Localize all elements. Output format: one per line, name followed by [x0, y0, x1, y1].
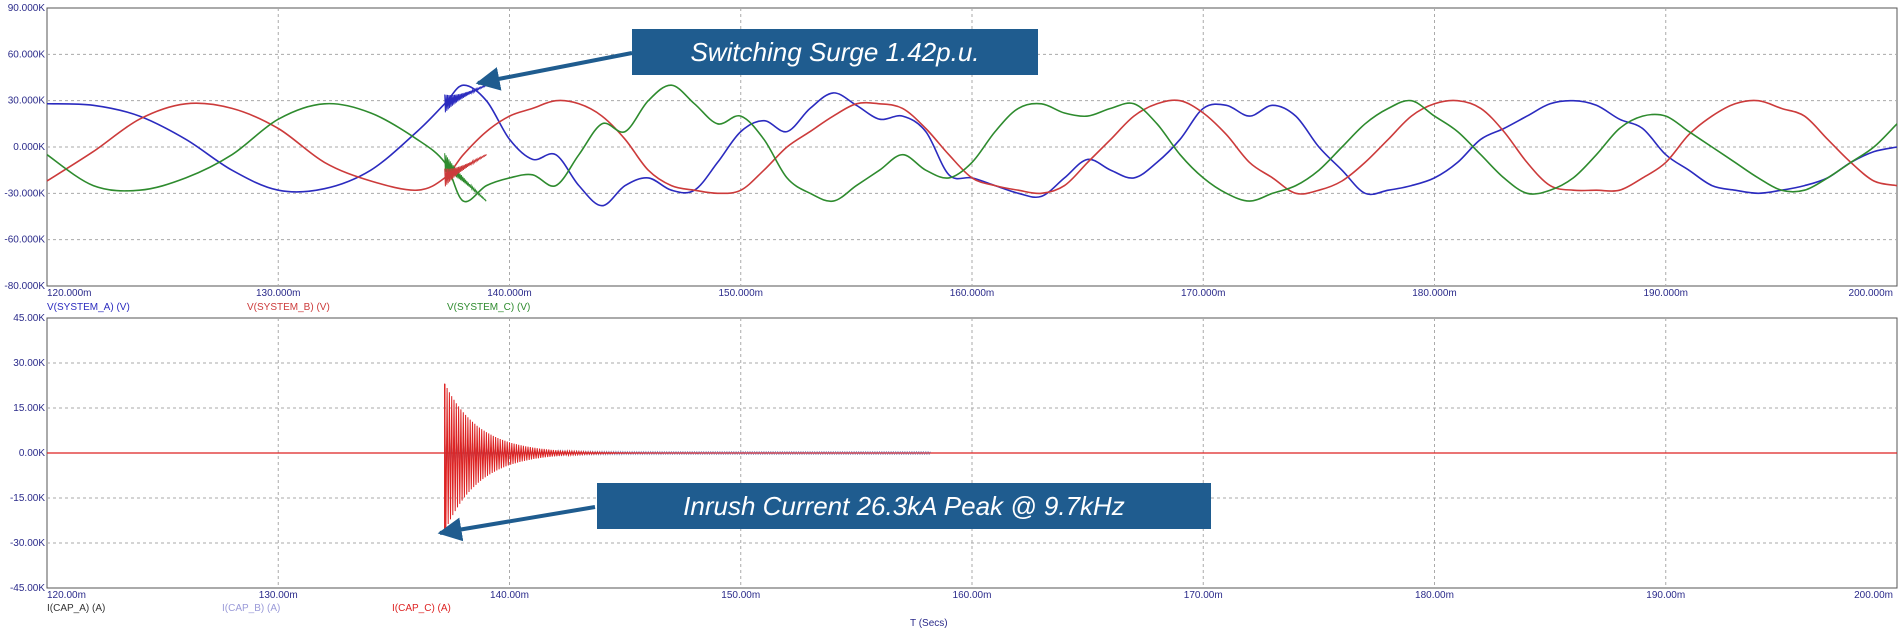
inrush-current-callout: Inrush Current 26.3kA Peak @ 9.7kHz: [597, 483, 1211, 529]
series-line-a: [46, 84, 1898, 207]
current-y-axis: 45.00K 30.00K 15.00K 0.00K -15.00K -30.00K -45…: [10, 313, 45, 594]
voltage-y-axis: 90.000K 60.000K 30.000K 0.000K -30.000K -60.0…: [4, 3, 45, 292]
current-series: [47, 383, 1897, 532]
x-tick-label: 160.00m: [953, 590, 992, 601]
legend-cap-b: I(CAP_B) (A): [222, 603, 280, 614]
y-tick-label: 30.00K: [13, 358, 45, 369]
y-tick-label: -30.000K: [4, 188, 45, 199]
legend-cap-a: I(CAP_A) (A): [47, 603, 105, 614]
voltage-grid: [47, 8, 1897, 286]
transient-ripple: [444, 153, 487, 202]
x-tick-label: 170.000m: [1181, 288, 1225, 299]
inrush-arrow: [437, 505, 596, 542]
x-tick-label: 150.00m: [721, 590, 760, 601]
y-tick-label: 15.00K: [13, 403, 45, 414]
y-tick-label: 30.000K: [8, 96, 46, 107]
x-tick-label: 190.000m: [1644, 288, 1688, 299]
x-tick-label: 140.00m: [490, 590, 529, 601]
y-tick-label: 60.000K: [8, 49, 46, 60]
series-line-c: [46, 84, 1898, 203]
y-tick-label: -30.00K: [10, 538, 45, 549]
y-tick-label: -45.00K: [10, 583, 45, 594]
y-tick-label: 90.000K: [8, 3, 46, 14]
y-tick-label: 0.00K: [19, 448, 45, 459]
x-tick-label: 180.000m: [1412, 288, 1456, 299]
x-tick-label: 180.00m: [1415, 590, 1454, 601]
y-tick-label: 0.000K: [13, 142, 45, 153]
x-axis-label: T (Secs): [910, 618, 948, 629]
series-line-b: [46, 99, 1898, 195]
y-tick-label: 45.00K: [13, 313, 45, 324]
x-tick-label: 130.000m: [256, 288, 300, 299]
legend-system-b: V(SYSTEM_B) (V): [247, 302, 330, 313]
x-tick-label: 130.00m: [259, 590, 298, 601]
x-tick-label: 190.00m: [1646, 590, 1685, 601]
x-tick-label: 120.00m: [47, 590, 86, 601]
x-tick-label: 120.000m: [47, 288, 91, 299]
y-tick-label: -15.00K: [10, 493, 45, 504]
cap-trace-c: [444, 383, 931, 529]
x-tick-label: 160.000m: [950, 288, 994, 299]
legend-cap-c: I(CAP_C) (A): [392, 603, 451, 614]
x-tick-label: 140.000m: [487, 288, 531, 299]
switching-surge-callout: Switching Surge 1.42p.u.: [632, 29, 1038, 75]
y-tick-label: -80.000K: [4, 281, 45, 292]
x-tick-label: 170.00m: [1184, 590, 1223, 601]
surge-arrow: [475, 51, 633, 91]
y-tick-label: -60.000K: [4, 235, 45, 246]
x-tick-label: 200.00m: [1854, 590, 1893, 601]
legend-system-a: V(SYSTEM_A) (V): [47, 302, 130, 313]
transient-ripple: [444, 154, 487, 187]
x-tick-label: 200.000m: [1849, 288, 1893, 299]
voltage-x-axis: 120.000m 130.000m 140.000m 150.000m 160.000m…: [47, 288, 1893, 299]
legend-system-c: V(SYSTEM_C) (V): [447, 302, 530, 313]
x-tick-label: 150.000m: [719, 288, 763, 299]
current-x-axis: 120.00m 130.00m 140.00m 150.00m 160.00m 170.0…: [47, 590, 1893, 601]
